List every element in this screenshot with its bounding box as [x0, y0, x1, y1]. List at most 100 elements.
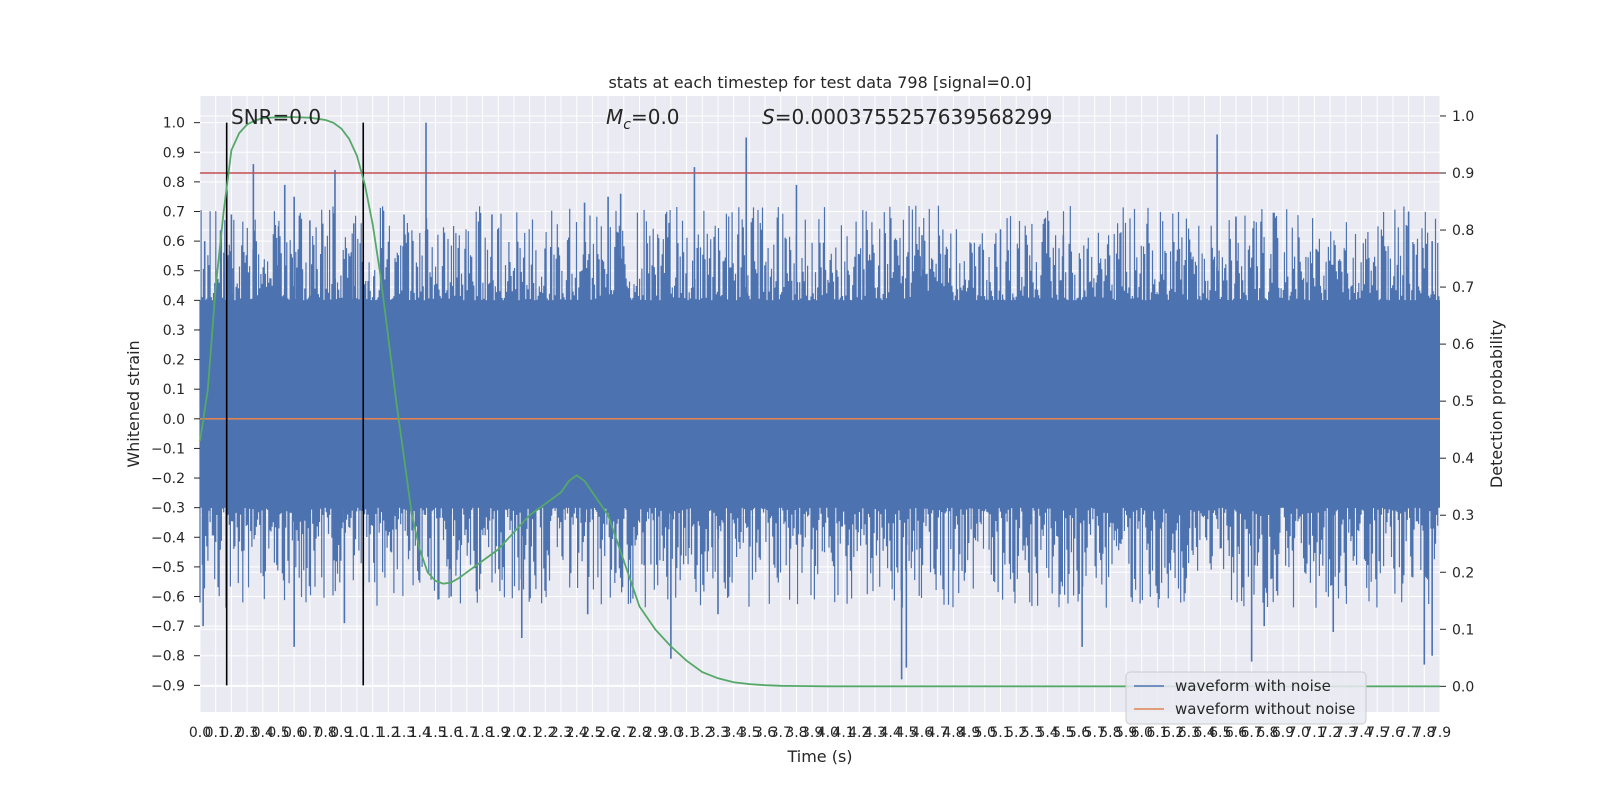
- x-tick-label: 1.3: [393, 725, 415, 741]
- x-tick-label: 0.9: [330, 725, 352, 741]
- x-tick-label: 0.0: [189, 725, 211, 741]
- x-tick-label: 4.2: [848, 725, 870, 741]
- legend-label-noisy: waveform with noise: [1175, 677, 1331, 695]
- s-statistic-annotation: S=0.0003755257639568299: [762, 105, 1052, 129]
- x-tick-label: 5.2: [1005, 725, 1027, 741]
- x-tick-label: 6.6: [1225, 725, 1247, 741]
- legend: waveform with noise waveform without noi…: [1125, 671, 1367, 725]
- x-tick-label: 5.4: [1036, 725, 1058, 741]
- y-tick-label-right: 0.9: [1452, 166, 1474, 182]
- x-tick-label: 4.4: [880, 725, 902, 741]
- x-tick-label: 2.6: [597, 725, 619, 741]
- x-tick-label: 4.5: [895, 725, 917, 741]
- chirp-mass-value: =0.0: [631, 105, 680, 129]
- y-tick-label-right: 0.6: [1452, 337, 1474, 353]
- x-tick-label: 4.7: [927, 725, 949, 741]
- x-tick-label: 2.7: [613, 725, 635, 741]
- x-tick-label: 1.7: [456, 725, 478, 741]
- x-tick-label: 2.4: [566, 725, 588, 741]
- x-tick-label: 6.1: [1146, 725, 1168, 741]
- s-statistic-value: =0.0003755257639568299: [775, 105, 1053, 129]
- x-tick-label: 5.8: [1099, 725, 1121, 741]
- x-tick-label: 4.3: [864, 725, 886, 741]
- chart-title: stats at each timestep for test data 798…: [608, 73, 1031, 92]
- x-tick-label: 4.9: [958, 725, 980, 741]
- y-tick-label-right: 0.4: [1452, 451, 1474, 467]
- y-axis-label-left: Whitened strain: [124, 340, 143, 467]
- x-tick-label: 7.7: [1397, 725, 1419, 741]
- y-axis-label-right: Detection probability: [1487, 320, 1506, 488]
- x-tick-label: 1.6: [440, 725, 462, 741]
- x-tick-label: 0.3: [236, 725, 258, 741]
- x-tick-label: 3.0: [660, 725, 682, 741]
- x-tick-label: 1.5: [424, 725, 446, 741]
- x-tick-label: 0.6: [283, 725, 305, 741]
- y-tick-label-right: 1.0: [1452, 109, 1474, 125]
- x-tick-label: 7.2: [1319, 725, 1341, 741]
- x-tick-label: 1.1: [362, 725, 384, 741]
- axes: 0.00.10.20.30.40.50.60.70.80.91.01.11.21…: [151, 109, 1474, 741]
- x-tick-label: 7.1: [1303, 725, 1325, 741]
- x-tick-label: 2.0: [503, 725, 525, 741]
- x-tick-label: 3.8: [785, 725, 807, 741]
- x-tick-label: 2.8: [628, 725, 650, 741]
- x-tick-label: 2.2: [534, 725, 556, 741]
- noisy-waveform-spikes: [199, 205, 1440, 608]
- x-tick-label: 6.5: [1209, 725, 1231, 741]
- x-tick-label: 5.7: [1084, 725, 1106, 741]
- y-tick-label-left: 0.7: [163, 205, 185, 221]
- x-tick-label: 3.1: [675, 725, 697, 741]
- x-axis-label: Time (s): [786, 747, 852, 766]
- x-tick-label: 4.1: [832, 725, 854, 741]
- x-tick-label: 6.4: [1193, 725, 1215, 741]
- y-tick-label-left: 0.5: [163, 264, 185, 280]
- x-tick-label: 3.5: [738, 725, 760, 741]
- y-tick-label-right: 0.5: [1452, 394, 1474, 410]
- x-tick-label: 3.6: [754, 725, 776, 741]
- chirp-mass-subscript: c: [623, 117, 631, 133]
- x-tick-label: 6.2: [1162, 725, 1184, 741]
- s-statistic-symbol: S: [762, 105, 775, 129]
- x-tick-label: 7.4: [1350, 725, 1372, 741]
- y-tick-label-left: −0.2: [151, 471, 185, 487]
- y-tick-label-left: −0.5: [151, 560, 185, 576]
- detection-probability-line: [199, 116, 1440, 688]
- y-tick-label-left: 0.6: [163, 234, 185, 250]
- x-tick-label: 7.8: [1413, 725, 1435, 741]
- x-tick-label: 5.5: [1052, 725, 1074, 741]
- x-tick-label: 4.6: [911, 725, 933, 741]
- y-tick-label-left: −0.7: [151, 619, 185, 635]
- x-tick-label: 0.2: [220, 725, 242, 741]
- x-tick-label: 1.4: [409, 725, 431, 741]
- y-tick-label-left: 0.4: [163, 293, 185, 309]
- x-tick-label: 7.0: [1288, 725, 1310, 741]
- x-tick-label: 3.2: [691, 725, 713, 741]
- x-tick-label: 6.0: [1131, 725, 1153, 741]
- x-tick-label: 7.5: [1366, 725, 1388, 741]
- x-tick-label: 5.1: [989, 725, 1011, 741]
- x-tick-label: 0.5: [267, 725, 289, 741]
- x-tick-label: 3.7: [770, 725, 792, 741]
- y-tick-label-right: 0.2: [1452, 565, 1474, 581]
- x-tick-label: 2.9: [644, 725, 666, 741]
- y-tick-label-right: 0.7: [1452, 280, 1474, 296]
- x-tick-label: 6.9: [1272, 725, 1294, 741]
- y-tick-label-left: −0.4: [151, 530, 185, 546]
- x-tick-label: 0.8: [314, 725, 336, 741]
- x-tick-label: 6.7: [1241, 725, 1263, 741]
- x-tick-label: 2.3: [550, 725, 572, 741]
- x-tick-label: 3.4: [723, 725, 745, 741]
- legend-box: [1125, 671, 1367, 725]
- x-tick-label: 1.0: [346, 725, 368, 741]
- y-tick-label-left: −0.9: [151, 678, 185, 694]
- legend-label-clean: waveform without noise: [1175, 700, 1355, 718]
- x-tick-label: 5.3: [1021, 725, 1043, 741]
- x-tick-label: 6.8: [1256, 725, 1278, 741]
- x-tick-label: 4.8: [942, 725, 964, 741]
- y-tick-label-left: −0.3: [151, 501, 185, 517]
- x-tick-label: 1.9: [487, 725, 509, 741]
- y-tick-label-left: 0.9: [163, 145, 185, 161]
- chirp-mass-annotation: Mc=0.0: [606, 105, 680, 133]
- line-layer: [199, 116, 1440, 688]
